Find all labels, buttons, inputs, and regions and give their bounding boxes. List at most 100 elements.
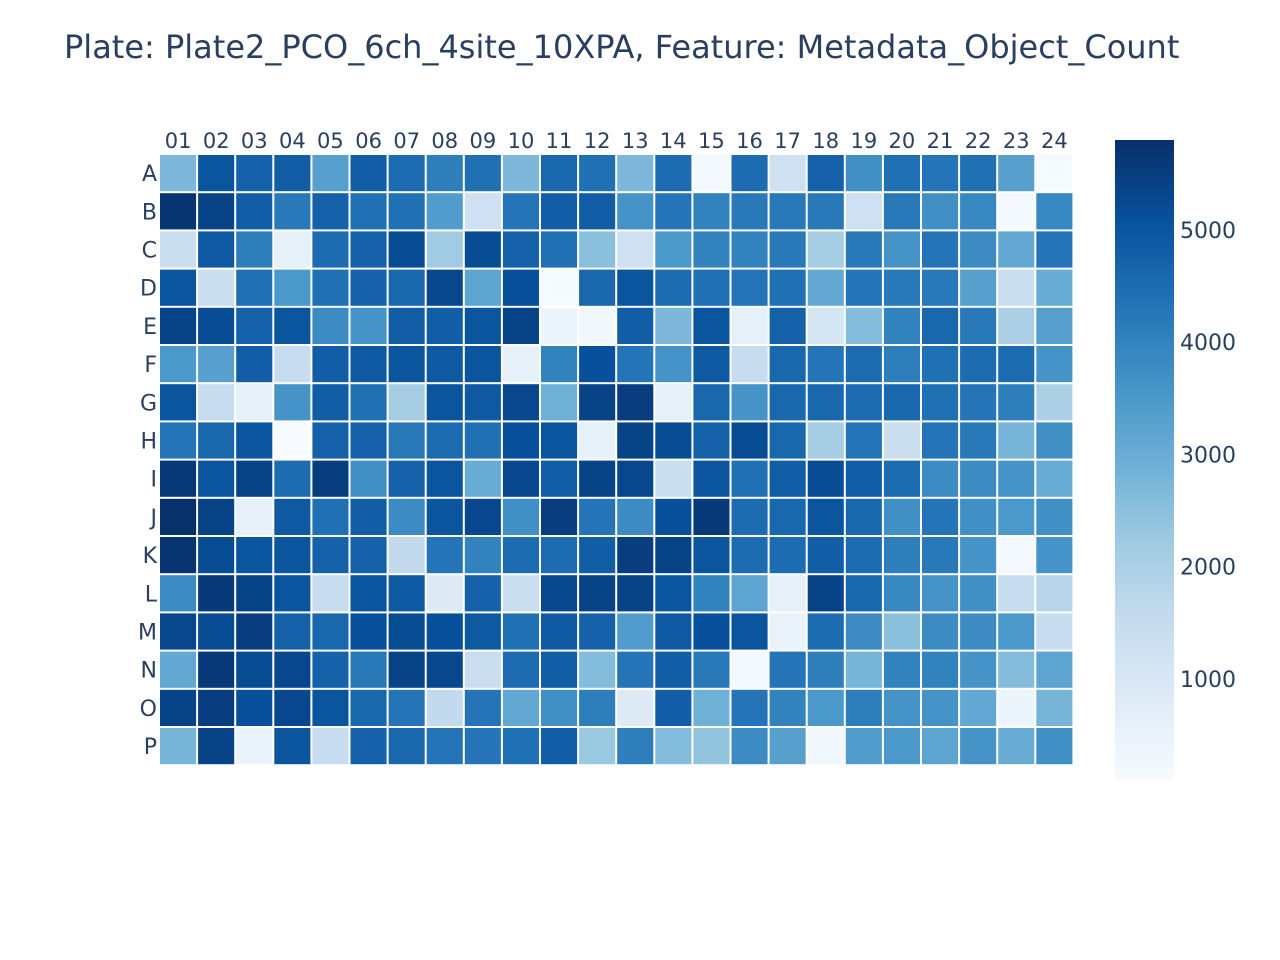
heatmap-cell-D13: [617, 269, 654, 306]
heatmap-cell-A12: [579, 155, 616, 192]
colorbar-bar: [1115, 140, 1174, 780]
heatmap-cell-I13: [617, 460, 654, 497]
column-label: 03: [241, 129, 268, 153]
column-label: 09: [470, 129, 497, 153]
heatmap-cell-C11: [541, 231, 578, 268]
heatmap-cell-F15: [693, 346, 730, 383]
heatmap-cell-M20: [883, 613, 920, 650]
heatmap-cell-K16: [731, 537, 768, 574]
heatmap-cell-J17: [769, 498, 806, 535]
heatmap-cell-B22: [960, 193, 997, 230]
heatmap-cell-M01: [160, 613, 197, 650]
column-label: 12: [584, 129, 611, 153]
heatmap-cell-E21: [922, 307, 959, 344]
heatmap-cell-P01: [160, 728, 197, 765]
heatmap-cell-E22: [960, 307, 997, 344]
heatmap-cell-A01: [160, 155, 197, 192]
heatmap-cell-I15: [693, 460, 730, 497]
column-label: 10: [508, 129, 535, 153]
heatmap-cell-E19: [845, 307, 882, 344]
heatmap-cell-M05: [312, 613, 349, 650]
heatmap-cell-G06: [350, 384, 387, 421]
heatmap-cell-E02: [198, 307, 235, 344]
heatmap-cell-O14: [655, 689, 692, 726]
heatmap-cell-F06: [350, 346, 387, 383]
heatmap-cell-G19: [845, 384, 882, 421]
heatmap-cell-C14: [655, 231, 692, 268]
heatmap-cell-P20: [883, 728, 920, 765]
colorbar-tick-label: 3000: [1180, 443, 1236, 468]
heatmap-cell-N22: [960, 651, 997, 688]
heatmap-cell-E01: [160, 307, 197, 344]
heatmap-cell-F14: [655, 346, 692, 383]
heatmap-cell-K23: [998, 537, 1035, 574]
heatmap-cell-M15: [693, 613, 730, 650]
heatmap-cell-B01: [160, 193, 197, 230]
heatmap-cell-E07: [388, 307, 425, 344]
heatmap-cell-O13: [617, 689, 654, 726]
heatmap-cell-I07: [388, 460, 425, 497]
heatmap-cell-F22: [960, 346, 997, 383]
colorbar-ticks: 1000 2000 3000 4000 5000: [1180, 219, 1236, 693]
heatmap-cell-F07: [388, 346, 425, 383]
heatmap-cell-P18: [807, 728, 844, 765]
heatmap-cell-H19: [845, 422, 882, 459]
heatmap-cell-K03: [236, 537, 273, 574]
heatmap-cell-P10: [502, 728, 539, 765]
heatmap-cell-J11: [541, 498, 578, 535]
heatmap-cell-K13: [617, 537, 654, 574]
heatmap-cell-H03: [236, 422, 273, 459]
heatmap-cell-M07: [388, 613, 425, 650]
heatmap-cell-J01: [160, 498, 197, 535]
heatmap-cell-I16: [731, 460, 768, 497]
column-label: 20: [889, 129, 916, 153]
heatmap-cell-E20: [883, 307, 920, 344]
heatmap-cell-J04: [274, 498, 311, 535]
row-label: H: [140, 430, 157, 455]
colorbar-tick-label: 5000: [1180, 219, 1236, 244]
heatmap-cell-F03: [236, 346, 273, 383]
heatmap-cell-C06: [350, 231, 387, 268]
chart-title: Plate: Plate2_PCO_6ch_4site_10XPA, Featu…: [64, 28, 1180, 66]
heatmap-cell-P24: [1036, 728, 1073, 765]
heatmap-cell-M11: [541, 613, 578, 650]
heatmap-cell-J02: [198, 498, 235, 535]
heatmap-cell-E18: [807, 307, 844, 344]
heatmap-cell-J06: [350, 498, 387, 535]
heatmap-cell-G13: [617, 384, 654, 421]
heatmap-cell-M23: [998, 613, 1035, 650]
heatmap-cell-M09: [464, 613, 501, 650]
heatmap-cell-H16: [731, 422, 768, 459]
heatmap-cell-D02: [198, 269, 235, 306]
column-label: 05: [317, 129, 344, 153]
heatmap-cell-K02: [198, 537, 235, 574]
heatmap-cell-E23: [998, 307, 1035, 344]
row-label: A: [142, 162, 157, 187]
heatmap-cell-A22: [960, 155, 997, 192]
heatmap-cell-B06: [350, 193, 387, 230]
heatmap-cell-M24: [1036, 613, 1073, 650]
heatmap-cell-C10: [502, 231, 539, 268]
heatmap-cell-G18: [807, 384, 844, 421]
heatmap-cell-E14: [655, 307, 692, 344]
heatmap-cell-B12: [579, 193, 616, 230]
heatmap-cell-D17: [769, 269, 806, 306]
heatmap-cell-G04: [274, 384, 311, 421]
heatmap-cell-B05: [312, 193, 349, 230]
heatmap-cell-D22: [960, 269, 997, 306]
heatmap-cell-I08: [426, 460, 463, 497]
heatmap-cell-G16: [731, 384, 768, 421]
heatmap-cell-D08: [426, 269, 463, 306]
heatmap-cell-P15: [693, 728, 730, 765]
heatmap-cell-A16: [731, 155, 768, 192]
heatmap-cell-P03: [236, 728, 273, 765]
row-label: K: [143, 544, 158, 569]
column-label: 21: [927, 129, 954, 153]
heatmap-cell-J14: [655, 498, 692, 535]
heatmap-cell-A08: [426, 155, 463, 192]
heatmap-cell-I22: [960, 460, 997, 497]
heatmap-cell-B15: [693, 193, 730, 230]
heatmap-cell-B14: [655, 193, 692, 230]
heatmap-cell-N13: [617, 651, 654, 688]
heatmap-cell-H11: [541, 422, 578, 459]
